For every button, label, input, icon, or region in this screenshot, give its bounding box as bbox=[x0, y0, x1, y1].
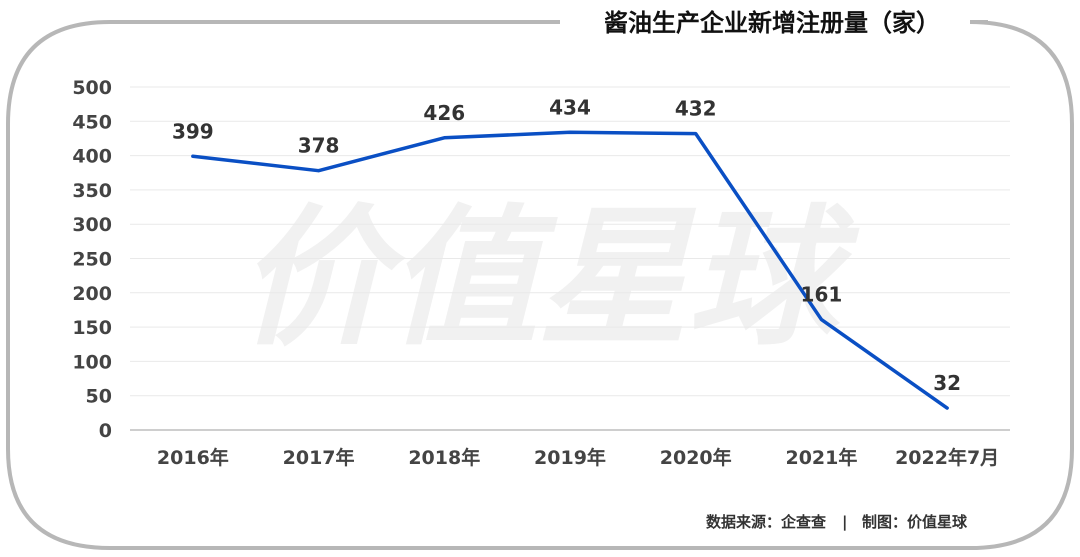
x-tick-label: 2021年 bbox=[785, 446, 857, 469]
x-tick-label: 2019年 bbox=[534, 446, 606, 469]
y-tick-label: 350 bbox=[72, 180, 112, 202]
footer-separator: | bbox=[842, 513, 847, 532]
series-layer bbox=[191, 130, 949, 410]
data-label: 32 bbox=[933, 371, 961, 395]
y-tick-label: 150 bbox=[72, 317, 112, 339]
data-labels: 399 378 426 434 432 161 32 bbox=[172, 95, 961, 395]
data-label: 434 bbox=[549, 95, 591, 119]
y-tick-label: 450 bbox=[72, 111, 112, 133]
y-tick-label: 50 bbox=[86, 386, 112, 408]
x-tick-label: 2022年7月 bbox=[895, 446, 999, 469]
data-label: 378 bbox=[298, 134, 340, 158]
footer-credit: 制图：价值星球 bbox=[862, 513, 968, 531]
grid-lines bbox=[130, 86, 1010, 397]
x-tick-label: 2020年 bbox=[660, 446, 732, 469]
y-tick-label: 0 bbox=[99, 420, 112, 442]
watermark: 价值星球 bbox=[238, 192, 860, 366]
x-tick-label: 2016年 bbox=[157, 446, 229, 469]
chart-title: 酱油生产企业新增注册量（家） bbox=[604, 9, 940, 37]
x-tick-label: 2017年 bbox=[283, 446, 355, 469]
data-label: 426 bbox=[423, 101, 465, 125]
y-axis-ticks: 0 50 100 150 200 250 300 350 400 450 500 bbox=[72, 77, 112, 442]
x-axis-ticks: 2016年 2017年 2018年 2019年 2020年 2021年 2022年7月 bbox=[157, 446, 999, 469]
data-label: 161 bbox=[801, 283, 843, 307]
chart-frame bbox=[6, 20, 1074, 550]
footer-source: 数据来源：企查查 bbox=[706, 513, 827, 531]
y-tick-label: 500 bbox=[72, 77, 112, 99]
x-tick-label: 2018年 bbox=[408, 446, 480, 469]
y-tick-label: 400 bbox=[72, 146, 112, 168]
y-tick-label: 100 bbox=[72, 351, 112, 373]
y-tick-label: 300 bbox=[72, 214, 112, 236]
y-tick-label: 250 bbox=[72, 249, 112, 271]
y-tick-label: 200 bbox=[72, 283, 112, 305]
data-label: 432 bbox=[675, 97, 717, 121]
data-label: 399 bbox=[172, 119, 214, 143]
